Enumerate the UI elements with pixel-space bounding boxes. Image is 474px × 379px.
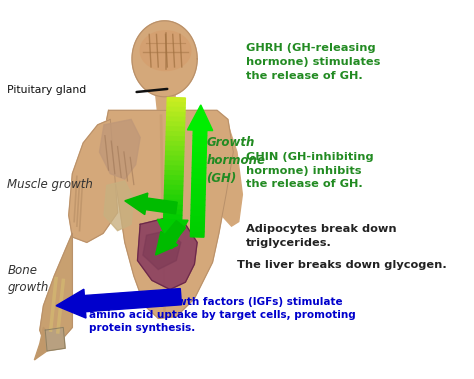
Polygon shape [193,135,207,141]
Polygon shape [191,210,205,216]
Polygon shape [166,132,184,137]
Polygon shape [167,107,185,113]
Polygon shape [164,185,183,191]
Text: The liver breaks down glycogen.: The liver breaks down glycogen. [237,260,447,271]
Text: Pituitary gland: Pituitary gland [7,86,86,96]
Polygon shape [165,161,183,166]
Polygon shape [167,112,185,117]
Polygon shape [164,200,182,205]
Polygon shape [35,327,53,360]
Polygon shape [140,31,191,70]
Polygon shape [107,110,233,318]
Polygon shape [192,162,206,168]
Text: Bone
growth: Bone growth [7,264,49,294]
Polygon shape [166,127,184,132]
Polygon shape [191,226,204,232]
Polygon shape [191,215,204,221]
Polygon shape [165,175,183,181]
Polygon shape [137,219,197,290]
Polygon shape [164,180,183,186]
Polygon shape [191,221,204,227]
Polygon shape [155,221,185,255]
Text: Insulin-like growth factors (IGFs) stimulate
amino acid uptake by target cells, : Insulin-like growth factors (IGFs) stimu… [89,297,356,333]
Text: GHIN (GH-inhibiting
hormone) inhibits
the release of GH.: GHIN (GH-inhibiting hormone) inhibits th… [246,152,374,189]
Polygon shape [165,156,183,161]
Polygon shape [167,102,185,108]
Polygon shape [166,122,185,127]
Polygon shape [191,232,204,237]
Polygon shape [157,219,188,249]
Polygon shape [191,199,205,205]
Polygon shape [165,151,184,157]
Polygon shape [164,190,182,196]
Polygon shape [164,210,182,215]
Polygon shape [193,146,206,152]
Polygon shape [100,119,140,179]
Polygon shape [125,193,177,215]
Polygon shape [164,195,182,200]
Polygon shape [166,146,184,152]
Polygon shape [187,105,213,131]
Polygon shape [45,327,65,351]
Polygon shape [164,205,182,210]
Polygon shape [193,130,207,136]
Polygon shape [192,152,206,157]
Polygon shape [192,173,206,179]
Polygon shape [132,21,197,97]
Text: Muscle growth: Muscle growth [7,178,93,191]
Polygon shape [166,117,185,122]
Text: GHRH (GH-releasing
hormone) stimulates
the release of GH.: GHRH (GH-releasing hormone) stimulates t… [246,44,380,81]
Polygon shape [166,136,184,142]
Polygon shape [191,205,205,210]
Polygon shape [165,171,183,176]
Polygon shape [191,194,205,200]
Polygon shape [164,215,182,220]
Polygon shape [167,97,185,103]
Polygon shape [192,178,206,184]
Polygon shape [40,233,73,346]
Polygon shape [192,168,206,173]
Polygon shape [155,93,175,110]
Polygon shape [191,183,205,189]
Polygon shape [166,141,184,147]
Polygon shape [104,181,134,231]
Polygon shape [217,116,242,226]
Polygon shape [56,288,182,318]
Polygon shape [69,119,118,243]
Polygon shape [191,189,205,194]
Text: Growth
hormone
(GH): Growth hormone (GH) [206,136,265,185]
Polygon shape [193,141,207,146]
Polygon shape [143,231,181,269]
Text: Adipocytes break down
triglycerides.: Adipocytes break down triglycerides. [246,224,397,248]
Polygon shape [192,157,206,163]
Polygon shape [165,166,183,171]
